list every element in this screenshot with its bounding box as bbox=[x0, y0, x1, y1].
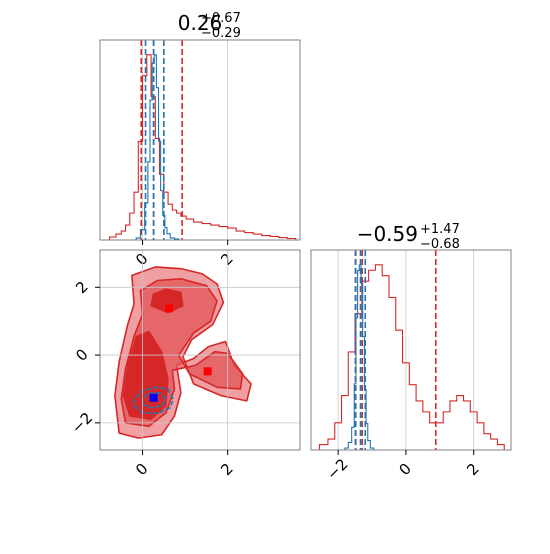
joint-ytick-label: −2 bbox=[68, 409, 96, 437]
title-param2-median: −0.59 bbox=[357, 222, 418, 246]
param2-xtick-label: 0 bbox=[395, 460, 414, 479]
joint-frame bbox=[99, 249, 301, 451]
title-param1: 0.26 bbox=[178, 11, 223, 35]
param2-xtick-label: −2 bbox=[323, 455, 351, 483]
title-param2-plus: +1.47 bbox=[420, 222, 460, 237]
joint-ytick-label: 0 bbox=[72, 345, 91, 364]
param2-frame bbox=[310, 249, 512, 451]
blue-contour-inner bbox=[141, 392, 167, 409]
marginal-panel-param2: −2 0 2 bbox=[310, 249, 512, 483]
param1-xtick-label: 0 bbox=[132, 250, 151, 269]
title-param2-minus: −0.68 bbox=[420, 237, 460, 252]
param1-xtick-label: 2 bbox=[217, 250, 236, 269]
marker-red bbox=[203, 367, 212, 376]
marker-blue bbox=[149, 393, 158, 402]
param1-hist-red bbox=[109, 54, 297, 240]
joint-xtick-label: 2 bbox=[217, 460, 236, 479]
joint-xtick-label: 0 bbox=[132, 460, 151, 479]
param1-frame bbox=[99, 39, 301, 241]
title-param1-minus: −0.29 bbox=[201, 26, 241, 41]
blue-contour-outer bbox=[133, 386, 175, 415]
red-contour-core-upper bbox=[150, 288, 184, 314]
joint-panel: 0 2 −2 0 2 bbox=[68, 249, 301, 479]
joint-ytick-label: 2 bbox=[72, 278, 91, 297]
param2-hist-red bbox=[311, 264, 505, 450]
marker-red bbox=[164, 304, 173, 313]
param2-xtick-label: 2 bbox=[463, 460, 482, 479]
param1-series-group bbox=[109, 40, 297, 240]
title-param1-plus: +0.67 bbox=[201, 11, 241, 26]
param2-series-group bbox=[311, 250, 505, 450]
joint-content bbox=[100, 250, 300, 450]
title-param1-median: 0.26 bbox=[178, 11, 223, 35]
